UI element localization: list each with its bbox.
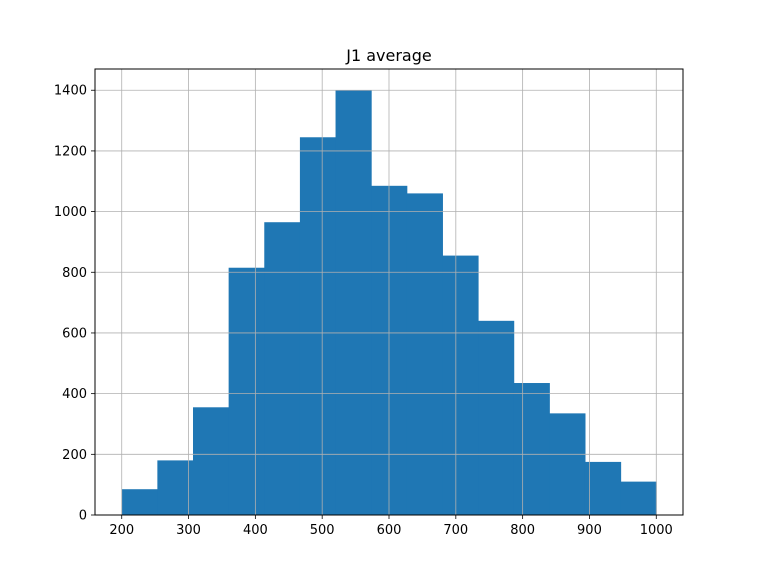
histogram-bar <box>406 193 443 515</box>
histogram-bar <box>264 222 301 515</box>
y-tick-label: 600 <box>62 326 87 341</box>
histogram-bar <box>299 137 337 515</box>
x-tick-label: 200 <box>109 523 134 538</box>
x-tick-label: 700 <box>443 523 468 538</box>
histogram-bar <box>193 407 230 515</box>
x-tick-label: 900 <box>577 523 602 538</box>
x-tick-label: 600 <box>377 523 402 538</box>
y-tick-label: 200 <box>62 448 87 463</box>
x-tick-label: 500 <box>310 523 335 538</box>
x-tick-label: 300 <box>176 523 201 538</box>
y-tick-label: 1000 <box>54 205 87 220</box>
x-tick-label: 800 <box>510 523 535 538</box>
y-tick-label: 1400 <box>54 84 87 99</box>
y-tick-label: 400 <box>62 387 87 402</box>
grid-lines <box>95 69 683 516</box>
histogram-bar <box>513 383 550 515</box>
chart-title: J1 average <box>345 46 431 65</box>
x-tick-label: 400 <box>243 523 268 538</box>
ticks-layer: 200 300 400 500 600 700 800 900 1000 0 200 400 600 80… <box>54 84 673 538</box>
histogram-bar <box>620 481 657 515</box>
x-tick-label: 1000 <box>640 523 673 538</box>
histogram-bar <box>442 255 479 515</box>
histogram-bar <box>228 267 265 515</box>
y-tick-label: 800 <box>62 266 87 281</box>
histogram-bar <box>478 320 515 515</box>
y-tick-label: 1200 <box>54 144 87 159</box>
histogram-bar <box>549 413 586 515</box>
histogram-bar <box>335 90 372 515</box>
histogram-bar <box>157 460 194 515</box>
histogram-bar <box>121 489 158 515</box>
y-tick-label: 0 <box>79 509 87 524</box>
histogram-bar <box>584 461 622 515</box>
